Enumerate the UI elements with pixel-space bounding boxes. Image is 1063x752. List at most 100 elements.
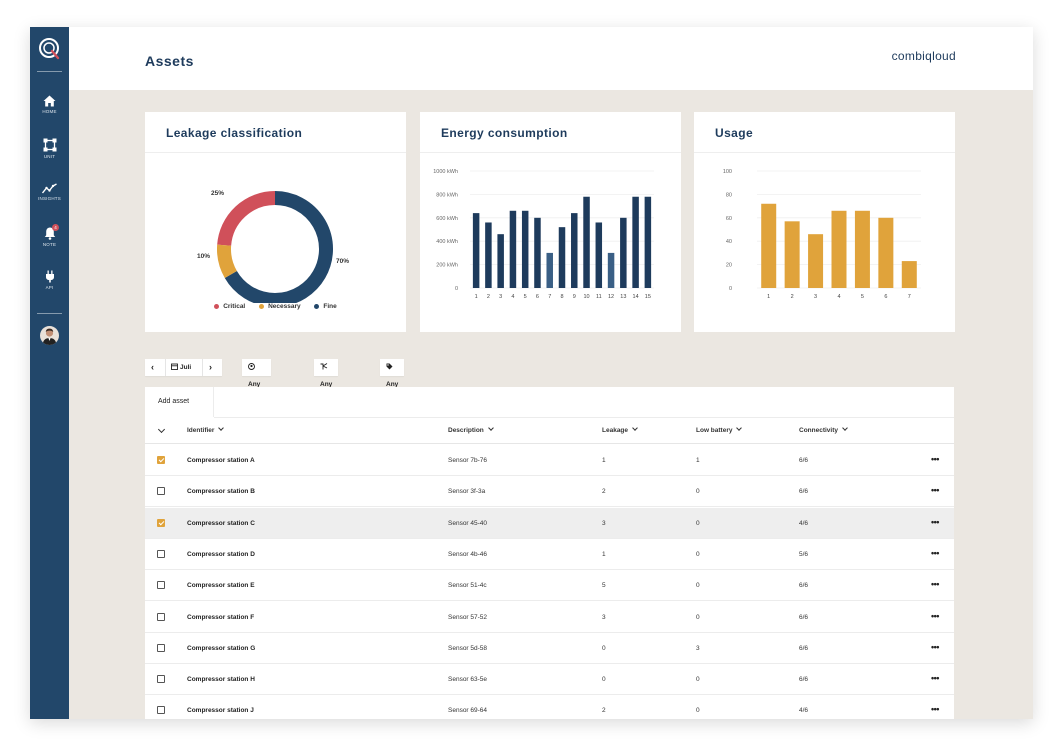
bar [644, 196, 652, 288]
bar [901, 261, 917, 288]
x-tick-label: 10 [583, 294, 589, 300]
legend-swatch [314, 303, 320, 309]
column-header-description[interactable]: Description [448, 418, 494, 444]
table-row[interactable]: Compressor station F Sensor 57-52 3 0 6/6 ••• [145, 602, 954, 633]
bar [583, 196, 590, 288]
leakage-cell: 2 [602, 707, 606, 715]
more-actions-icon[interactable]: ••• [931, 485, 939, 496]
table-row[interactable]: Compressor station G Sensor 5d-58 0 3 6/6 ••• [145, 633, 954, 664]
chevron-down-icon [842, 425, 848, 431]
table-row[interactable]: Compressor station H Sensor 63-5e 0 0 6/6 ••• [145, 664, 954, 696]
month-picker: ‹ Juli › [145, 359, 222, 376]
row-checkbox[interactable] [157, 487, 165, 496]
x-tick-label: 3 [499, 294, 502, 300]
bar [521, 210, 529, 288]
connectivity-cell: 4/6 [799, 519, 809, 527]
bar [632, 196, 639, 288]
x-tick-label: 4 [511, 294, 514, 300]
more-actions-icon[interactable]: ••• [931, 610, 939, 621]
identifier-cell: Compressor station C [187, 519, 255, 527]
legend-swatch [214, 303, 220, 309]
connectivity-cell: 6/6 [799, 488, 809, 496]
card-title: Energy consumption [441, 126, 568, 140]
next-month-button[interactable]: › [209, 362, 212, 372]
more-actions-icon[interactable]: ••• [931, 641, 939, 652]
column-header-leakage[interactable]: Leakage [602, 418, 638, 444]
month-label[interactable]: Juli [171, 359, 191, 376]
identifier-cell: Compressor station A [187, 457, 255, 464]
row-checkbox[interactable] [157, 643, 165, 652]
column-header-identifier[interactable]: Identifier [187, 418, 225, 444]
x-tick-label: 4 [837, 294, 840, 300]
bar [558, 227, 566, 288]
y-tick-label: 800 kWh [436, 192, 458, 198]
low-battery-cell: 0 [696, 519, 700, 527]
more-actions-icon[interactable]: ••• [931, 673, 939, 684]
row-checkbox[interactable] [157, 549, 165, 558]
identifier-cell: Compressor station E [187, 582, 255, 590]
row-checkbox[interactable] [157, 675, 165, 684]
unit-filter[interactable]: Any unit [314, 359, 339, 420]
row-checkbox[interactable] [157, 518, 165, 527]
description-cell: Sensor 69-64 [448, 707, 488, 715]
bar [534, 217, 541, 288]
table-row[interactable]: Compressor station E Sensor 51-4c 5 0 6/6 ••• [145, 570, 954, 602]
x-tick-label: 6 [884, 294, 887, 300]
x-tick-label: 12 [608, 294, 614, 300]
table-row[interactable]: Compressor station A Sensor 7b-76 1 1 6/6 ••• [145, 445, 954, 476]
sidebar-item-api[interactable]: API [30, 270, 69, 306]
legend-item-fine: Fine [314, 303, 337, 310]
row-checkbox[interactable] [157, 581, 165, 590]
client-filter[interactable]: Any client [242, 359, 271, 420]
tag-filter[interactable]: Any tag [380, 359, 405, 420]
table-row[interactable]: Compressor station D Sensor 4b-46 1 0 5/6 ••• [145, 539, 954, 570]
table-row[interactable]: Compressor station C Sensor 45-40 3 0 4/6 ••• [145, 507, 954, 539]
more-actions-icon[interactable]: ••• [931, 547, 939, 558]
y-tick-label: 400 kWh [436, 239, 458, 245]
usage-bar-chart: 0 20 40 60 80 100 1 2 3 4 5 6 7 [723, 169, 921, 300]
description-cell: Sensor 4b-46 [448, 550, 488, 558]
table-row[interactable]: Compressor station J Sensor 69-64 2 0 4/6 ••• [145, 695, 954, 719]
row-checkbox[interactable] [157, 706, 165, 715]
more-actions-icon[interactable]: ••• [931, 516, 939, 527]
description-cell: Sensor 51-4c [448, 582, 487, 590]
sidebar-item-insights[interactable]: INSIGHTS [30, 183, 69, 219]
select-all-chevron[interactable] [157, 425, 166, 434]
sidebar-item-label: UNIT [43, 154, 56, 159]
add-asset-tab[interactable]: Add asset [145, 387, 214, 417]
connectivity-cell: 6/6 [799, 613, 809, 621]
more-actions-icon[interactable]: ••• [931, 579, 939, 590]
column-header-connectivity[interactable]: Connectivity [799, 418, 848, 444]
more-actions-icon[interactable]: ••• [931, 454, 939, 464]
donut-slice-necessary [217, 244, 238, 278]
sidebar-item-note[interactable]: 4 NOTE [30, 224, 69, 263]
plug-icon [45, 270, 54, 283]
y-tick-label: 20 [726, 263, 732, 269]
sidebar-item-label: INSIGHTS [38, 196, 61, 201]
bar [595, 222, 603, 288]
row-checkbox[interactable] [157, 612, 165, 621]
connectivity-cell: 4/6 [799, 707, 809, 715]
prev-month-button[interactable]: ‹ [151, 362, 154, 372]
chart-legend: Critical Necessary Fine [145, 303, 406, 310]
legend-label: Critical [223, 303, 246, 310]
more-actions-icon[interactable]: ••• [931, 704, 939, 715]
column-header-low-battery[interactable]: Low battery [696, 418, 743, 444]
donut-slice-critical [217, 191, 276, 247]
app-logo[interactable] [38, 37, 62, 61]
row-checkbox[interactable] [157, 456, 165, 464]
user-avatar[interactable] [40, 326, 59, 345]
legend-label: Fine [323, 303, 337, 310]
unit-filter-icon [320, 363, 328, 370]
x-tick-label: 11 [596, 294, 602, 300]
sidebar-item-unit[interactable]: UNIT [30, 138, 69, 174]
month-text: Juli [180, 364, 192, 371]
low-battery-cell: 1 [696, 457, 700, 464]
bar [784, 221, 800, 288]
picker-divider [202, 359, 203, 376]
sidebar-item-home[interactable]: HOME [30, 95, 69, 131]
unit-icon [43, 138, 56, 152]
bar [620, 217, 627, 288]
leakage-cell: 3 [602, 519, 606, 527]
table-row[interactable]: Compressor station B Sensor 3f-3a 2 0 6/6 ••• [145, 476, 954, 508]
